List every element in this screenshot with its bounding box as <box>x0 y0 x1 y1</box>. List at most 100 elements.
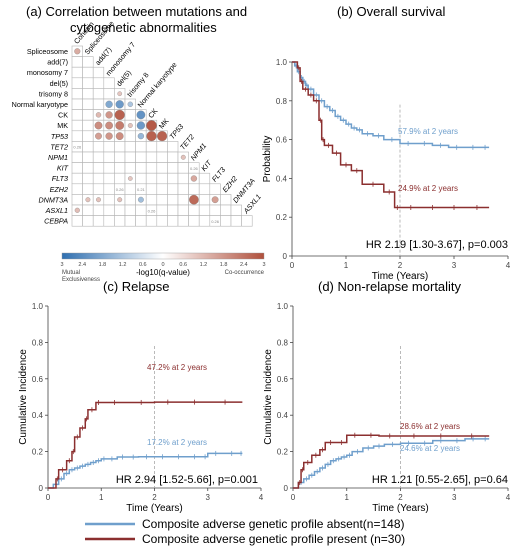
heatmap-cell <box>167 141 179 153</box>
y-tick-label: 0.4 <box>276 174 288 183</box>
heatmap-cell <box>71 66 83 79</box>
heatmap-cell <box>103 141 115 153</box>
y-tick-label: 0.6 <box>276 136 288 145</box>
y-tick-label: 0.2 <box>32 448 44 457</box>
correlation-dot <box>115 121 125 130</box>
heatmap-cell <box>103 194 115 206</box>
heatmap-cell <box>71 77 83 89</box>
correlation-dot <box>127 123 133 128</box>
heatmap-cell <box>103 204 115 216</box>
heatmap-cell <box>156 151 168 163</box>
heatmap-cell <box>135 141 147 153</box>
colorbar-tick: 0 <box>161 262 164 268</box>
heatmap-cell <box>114 151 126 163</box>
heatmap-cell <box>241 215 253 227</box>
heatmap-cell <box>71 88 83 100</box>
heatmap-cell <box>82 119 94 132</box>
heatmap-cell <box>124 141 136 153</box>
two-year-annotation: 24.6% at 2 years <box>400 444 460 453</box>
heatmap-cell <box>177 204 189 216</box>
heatmap-cell <box>167 215 179 227</box>
x-tick-label: 2 <box>152 493 157 502</box>
correlation-dot <box>95 112 102 118</box>
heatmap-cell <box>198 204 211 216</box>
heatmap-cell <box>71 162 83 174</box>
heatmap-cell <box>188 183 200 195</box>
column-label: FLT3 <box>210 165 227 183</box>
heatmap-cell <box>167 172 179 185</box>
heatmap-cell <box>145 194 158 206</box>
column-label: MK <box>157 116 171 130</box>
row-label: TP53 <box>51 132 68 141</box>
row-label: MK <box>57 121 68 130</box>
row-label: Normal karyotype <box>12 100 68 109</box>
mutual-exclusiveness-note: Exclusiveness <box>62 277 100 283</box>
heatmap-cell <box>124 204 136 216</box>
correlation-dot <box>137 132 145 140</box>
correlation-dot <box>74 48 81 55</box>
heatmap-cell <box>103 151 115 163</box>
row-label: Spliceosome <box>27 47 68 56</box>
heatmap-cell <box>82 162 94 174</box>
heatmap-cell <box>198 183 211 195</box>
y-tick-label: 0.6 <box>277 375 289 384</box>
x-tick-label: 3 <box>452 261 457 270</box>
x-tick-label: 2 <box>398 493 403 502</box>
heatmap-cell <box>103 183 115 195</box>
panel-c-title: (c) Relapse <box>103 279 169 294</box>
heatmap-cell <box>156 183 168 195</box>
x-axis-label: Time (Years) <box>372 503 429 514</box>
panel-a-title-line2: cytogenetic abnormalities <box>70 20 217 35</box>
x-tick-label: 4 <box>506 493 511 502</box>
nrm-chart: 0 0.2 0.4 0.6 0.8 1.0 0 1 2 3 4 Time (Years) Cumulat… <box>263 302 511 514</box>
heatmap-cell <box>198 172 211 185</box>
cell-value: 0.26 <box>148 208 157 213</box>
heatmap-cell <box>71 183 83 195</box>
y-tick-label: 0.2 <box>277 448 289 457</box>
heatmap-cell <box>71 172 83 185</box>
heatmap-cell <box>167 194 179 206</box>
two-year-annotation: 24.9% at 2 years <box>398 184 458 193</box>
correlation-dot <box>105 111 113 119</box>
colorbar-tick: 1.8 <box>99 262 107 268</box>
y-axis-label: Probability <box>262 136 273 183</box>
heatmap-cell <box>220 194 232 206</box>
heatmap-cell <box>124 151 136 163</box>
present-curve <box>292 61 490 209</box>
two-year-annotation: 17.2% at 2 years <box>147 438 207 447</box>
colorbar-tick: 3 <box>262 262 265 268</box>
heatmap-cell <box>177 172 189 185</box>
heatmap-cell <box>124 215 136 227</box>
correlation-dot <box>95 132 102 140</box>
absent-curve <box>48 452 243 489</box>
heatmap-cell <box>209 183 221 195</box>
row-label: del(5) <box>50 79 68 88</box>
heatmap-cell <box>103 162 115 174</box>
correlation-dot <box>211 196 219 204</box>
heatmap-cell <box>82 66 94 79</box>
y-tick-label: 0.6 <box>32 375 44 384</box>
heatmap-cell <box>103 77 115 89</box>
row-label: add(7) <box>47 58 68 67</box>
y-axis-label: Cumulative Incidence <box>263 349 274 445</box>
heatmap-cell <box>177 194 189 206</box>
y-tick-label: 0.8 <box>32 338 44 347</box>
heatmap-cell <box>114 204 126 216</box>
heatmap-cell <box>114 162 126 174</box>
two-year-annotation: 47.2% at 2 years <box>147 363 207 372</box>
heatmap-cell <box>92 77 105 89</box>
heatmap-cell <box>124 183 136 195</box>
colorbar-tick: 0.6 <box>179 262 187 268</box>
heatmap-cell <box>82 141 94 153</box>
heatmap-cell <box>156 172 168 185</box>
heatmap-cell <box>71 56 83 68</box>
correlation-dot <box>105 100 113 108</box>
legend-absent-label: Composite adverse genetic profile absent… <box>142 517 405 531</box>
present-curve <box>293 434 490 489</box>
correlation-dot <box>105 132 113 140</box>
correlation-dot <box>137 196 144 203</box>
row-label: TET2 <box>50 142 68 151</box>
column-label: monosomy 7 <box>104 40 137 77</box>
y-tick-label: 0 <box>284 484 289 493</box>
